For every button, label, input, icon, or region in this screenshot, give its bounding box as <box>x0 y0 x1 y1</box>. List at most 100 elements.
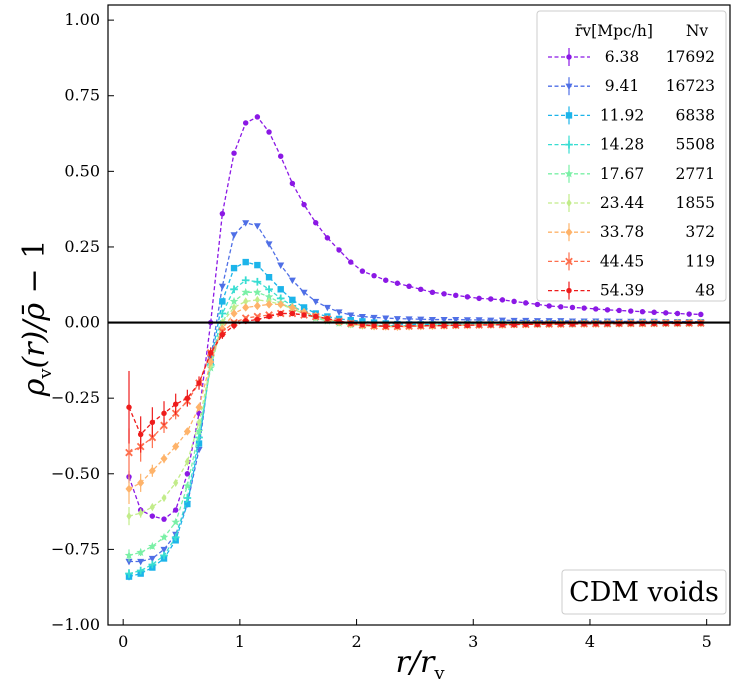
data-point <box>196 418 202 427</box>
data-point <box>523 300 529 306</box>
data-point <box>207 357 215 367</box>
data-point <box>265 273 273 281</box>
legend-count: 1855 <box>676 194 715 212</box>
data-point <box>405 316 413 323</box>
data-point <box>440 316 448 324</box>
data-point <box>464 294 471 300</box>
data-point <box>265 300 273 309</box>
y-tick-label: 0.25 <box>64 237 100 256</box>
annotation-box: CDM voids <box>561 569 727 615</box>
legend-marker <box>564 169 574 178</box>
data-point <box>429 322 436 329</box>
data-point <box>476 295 482 302</box>
y-tick-label: 0.50 <box>64 161 100 180</box>
data-point <box>301 312 307 318</box>
axes: 0 1 2 3 4 5 −1.00 −0.75 −0.50 −0.25 0.00 0.25 0.50 0.… <box>51 4 731 651</box>
data-point <box>137 558 145 566</box>
data-point <box>371 272 377 279</box>
data-point <box>126 404 132 410</box>
data-point <box>160 551 168 560</box>
legend-radius: 33.78 <box>600 223 644 241</box>
legend-header-radius: r̄v[Mpc/h] <box>575 22 653 40</box>
y-tick-label: 0.00 <box>64 313 100 332</box>
data-point <box>159 532 169 541</box>
series-line <box>128 303 701 490</box>
legend-marker <box>566 287 572 294</box>
data-point <box>137 431 144 438</box>
y-tick-label: −1.00 <box>51 615 100 634</box>
x-tick-label: 0 <box>118 632 128 651</box>
data-point <box>161 493 167 503</box>
data-point <box>698 311 704 318</box>
legend-item: 54.39 48 <box>548 281 715 300</box>
data-point <box>674 310 681 317</box>
legend-item: 11.92 6838 <box>548 106 715 125</box>
data-point <box>429 289 436 296</box>
series-33.78 <box>125 300 705 505</box>
data-point <box>663 310 669 316</box>
legend-marker <box>565 140 573 149</box>
data-point <box>125 448 133 457</box>
series-line <box>128 261 701 578</box>
legend-item: 14.28 5508 <box>548 135 715 154</box>
data-point <box>196 380 202 386</box>
data-point <box>300 289 308 297</box>
legend-item: 9.41 16723 <box>548 77 715 96</box>
data-point <box>406 323 412 329</box>
data-point <box>639 308 646 315</box>
data-point <box>184 457 190 466</box>
data-point <box>265 241 273 248</box>
data-point <box>231 150 237 156</box>
legend-radius: 9.41 <box>605 77 640 95</box>
legend-count: 2771 <box>676 165 715 183</box>
data-point <box>370 314 378 322</box>
x-tick-label: 2 <box>351 632 361 651</box>
data-point <box>148 560 157 569</box>
data-point <box>452 316 460 324</box>
data-point <box>149 502 155 512</box>
data-point <box>161 410 167 417</box>
data-point <box>241 287 250 296</box>
data-point <box>393 316 401 323</box>
annotation-label: CDM voids <box>569 577 719 608</box>
data-point <box>324 315 331 322</box>
legend-rows: 6.38 17692 9.41 16723 11.92 6838 14.28 5508 17.6… <box>548 48 715 300</box>
legend-item: 44.45 119 <box>548 252 715 271</box>
legend-radius: 11.92 <box>600 106 644 124</box>
data-point <box>160 454 168 463</box>
legend-count: 48 <box>695 282 715 300</box>
data-point <box>195 433 203 442</box>
legend-radius: 44.45 <box>600 252 644 270</box>
data-point <box>277 310 284 317</box>
data-point <box>593 306 599 312</box>
data-point <box>125 569 133 578</box>
data-point <box>171 517 180 526</box>
data-point <box>230 232 238 239</box>
series-23.44 <box>126 295 704 526</box>
legend-count: 372 <box>685 223 715 241</box>
data-point <box>335 309 343 316</box>
data-point <box>581 305 587 311</box>
series-line <box>128 312 701 436</box>
x-tick-label: 5 <box>702 632 712 651</box>
data-point <box>172 401 179 407</box>
data-point <box>148 555 156 563</box>
data-point <box>160 546 168 554</box>
data-point <box>218 324 226 333</box>
data-point <box>137 478 145 488</box>
data-point <box>453 292 459 299</box>
data-point <box>511 298 517 305</box>
data-point <box>172 442 180 451</box>
legend-item: 33.78 372 <box>548 223 715 242</box>
data-point <box>394 280 401 286</box>
data-point <box>499 297 506 303</box>
data-point <box>371 322 377 329</box>
data-point <box>172 507 179 513</box>
data-point <box>359 268 366 274</box>
data-point <box>488 296 494 302</box>
data-point <box>254 295 260 305</box>
data-point <box>253 223 261 230</box>
x-tick-label: 4 <box>585 632 595 651</box>
data-point <box>183 481 192 490</box>
data-point <box>231 322 237 329</box>
